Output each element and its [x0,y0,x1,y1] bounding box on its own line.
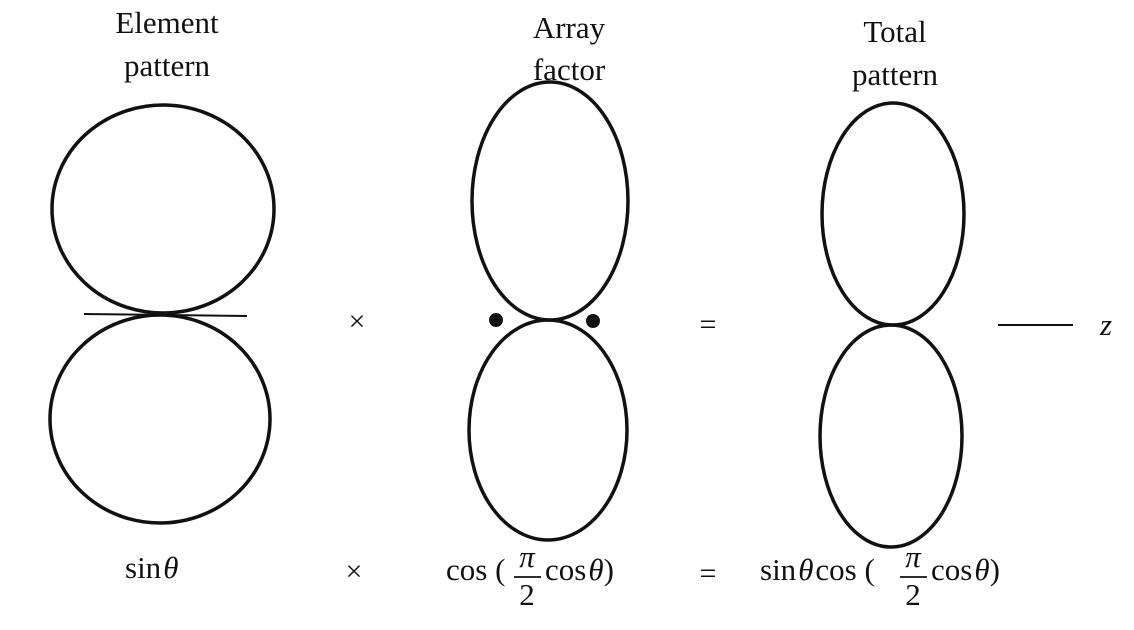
total-pattern-formula: sinθcos ( π 2 cosθ) [760,539,1000,612]
array-element-dot-right [586,314,600,328]
array-factor-figure [467,80,630,542]
element-pattern-title-line2: pattern [124,48,211,83]
array-formula-cos: cos [545,552,586,587]
array-formula-func2: cosθ) [545,552,614,587]
array-formula-close: ) [604,552,614,587]
element-pattern-upper-lobe [50,103,276,315]
element-array-line [83,313,248,317]
array-formula-frac-num: π [519,539,536,574]
total-formula-part2: cosθ) [931,552,1000,587]
total-pattern-figure: z [818,101,1112,549]
total-pattern-upper-lobe [820,101,966,327]
z-axis-label: z [1099,307,1112,342]
total-formula-part1: sinθcos ( [760,552,875,587]
total-pattern-lower-lobe [818,323,964,549]
element-pattern-lower-lobe [48,313,272,525]
total-formula-close: ) [990,552,1000,587]
array-formula-var: θ [588,552,603,587]
total-pattern-title-line1: Total [863,14,926,49]
figure-times-operator: × [349,305,366,338]
element-pattern-formula: sinθ [125,550,178,585]
array-factor-formula: cos ( π 2 cosθ) [446,539,614,612]
array-formula-func: cos ( [446,552,505,587]
array-factor-lower-lobe [467,318,629,542]
formula-times-operator: × [346,555,363,588]
array-element-dot-left [489,313,503,327]
array-factor-title-line1: Array [533,10,606,45]
formula-equals-operator: = [700,557,717,590]
array-factor-upper-lobe [470,80,630,322]
total-formula-cos-open: cos ( [815,552,874,587]
element-pattern-figure [48,103,276,525]
array-formula-frac-den: 2 [519,577,535,612]
element-pattern-title: Element pattern [115,5,219,83]
total-formula-var-a: θ [798,552,813,587]
element-pattern-title-line1: Element [115,5,219,40]
total-formula-sin: sin [760,552,797,587]
total-formula-frac-den: 2 [905,577,921,612]
total-formula-cos: cos [931,552,972,587]
figure-equals-operator: = [700,308,717,341]
total-pattern-title: Total pattern [852,14,939,92]
total-pattern-title-line2: pattern [852,57,939,92]
array-factor-title: Array factor [533,10,606,87]
element-formula-func: sin [125,550,162,585]
total-formula-var: θ [974,552,989,587]
element-formula-var: θ [163,550,178,585]
total-formula-frac-num: π [905,539,922,574]
